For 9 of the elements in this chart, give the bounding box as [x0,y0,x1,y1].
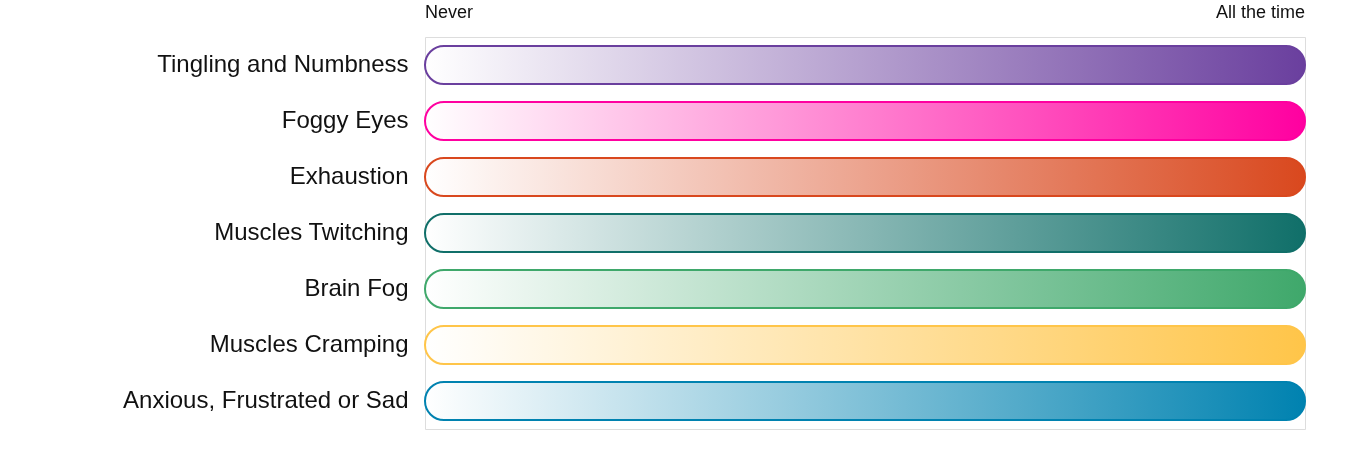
y-tick-label: Exhaustion [289,162,409,189]
text: Never [425,2,474,22]
y-tick-label: Foggy Eyes [281,106,409,133]
y-tick-label: Tingling and Numbness [157,50,409,77]
y-tick-label: Anxious, Frustrated or Sad [123,386,409,413]
y-tick-label: Brain Fog [304,274,409,301]
y-tick-label: Muscles Cramping [209,330,409,357]
text: All the time [1215,2,1305,22]
y-tick-label: Muscles Twitching [214,218,409,245]
